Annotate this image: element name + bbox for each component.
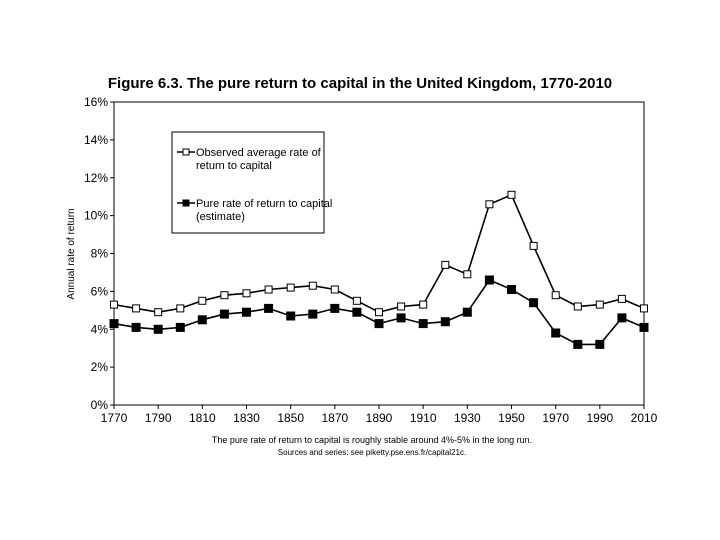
y-tick-label: 16% xyxy=(84,95,108,109)
data-point-pure xyxy=(551,328,561,338)
legend-marker-pure xyxy=(182,199,190,207)
chart-title: Figure 6.3. The pure return to capital i… xyxy=(108,75,612,92)
data-point-pure xyxy=(462,307,472,317)
data-point-observed xyxy=(595,300,604,309)
data-point-pure xyxy=(242,307,251,317)
x-tick-label: 1870 xyxy=(321,411,348,425)
y-tick-label: 2% xyxy=(91,360,109,374)
y-axis-label: Annual rate of return xyxy=(66,208,77,299)
data-point-pure xyxy=(418,319,428,329)
data-point-observed xyxy=(132,304,141,313)
x-tick-label: 1970 xyxy=(542,411,569,425)
data-point-pure xyxy=(264,303,274,313)
data-point-pure xyxy=(595,339,605,349)
data-point-observed xyxy=(397,302,406,311)
data-point-pure xyxy=(131,322,141,332)
data-point-pure xyxy=(617,313,627,323)
data-point-pure xyxy=(396,313,406,323)
data-point-pure xyxy=(286,311,296,321)
x-tick-label: 1990 xyxy=(586,411,613,425)
chart-source: Sources and series: see piketty.pse.ens.… xyxy=(278,448,466,457)
data-point-observed xyxy=(419,300,428,309)
data-point-observed xyxy=(529,241,538,250)
data-point-pure xyxy=(529,298,539,308)
chart-note: The pure rate of return to capital is ro… xyxy=(212,435,532,445)
y-tick-label: 14% xyxy=(84,133,108,147)
data-point-pure xyxy=(573,339,583,349)
data-point-observed xyxy=(110,300,118,309)
y-tick-label: 4% xyxy=(91,322,109,336)
data-point-observed xyxy=(463,270,472,279)
legend: Observed average rate of return to capit… xyxy=(171,131,332,234)
tick-layer: 0% 2% 4% 6% 8% 10% 12% 14% 16% 1770 1790 1810 1830 18… xyxy=(84,95,658,425)
legend-label-pure-line1: Pure rate of return to capital xyxy=(196,198,332,210)
x-tick-label: 1830 xyxy=(233,411,260,425)
data-point-pure xyxy=(374,319,384,329)
data-point-observed xyxy=(507,190,516,199)
data-point-observed xyxy=(352,296,361,305)
x-tick-label: 1770 xyxy=(101,411,128,425)
data-point-observed xyxy=(330,285,339,294)
data-point-observed xyxy=(485,200,494,209)
y-tick-label: 12% xyxy=(84,171,108,185)
series-layer xyxy=(109,190,649,349)
data-point-observed xyxy=(640,304,648,313)
x-tick-label: 1910 xyxy=(410,411,437,425)
data-point-observed xyxy=(264,285,273,294)
y-tick-label: 6% xyxy=(91,284,109,298)
data-point-pure xyxy=(639,322,649,332)
legend-box xyxy=(171,131,325,234)
x-tick-label: 1890 xyxy=(366,411,393,425)
x-tick-label: 1930 xyxy=(454,411,481,425)
data-point-observed xyxy=(375,308,383,317)
legend-label-observed-line2: return to capital xyxy=(196,160,272,172)
data-point-pure xyxy=(175,322,185,332)
data-point-pure xyxy=(219,309,229,319)
data-point-pure xyxy=(352,307,362,317)
data-point-pure xyxy=(308,309,318,319)
data-point-observed xyxy=(551,291,560,300)
y-tick-label: 10% xyxy=(84,209,108,223)
data-point-pure xyxy=(109,319,119,329)
data-point-pure xyxy=(153,324,163,334)
y-tick-label: 0% xyxy=(91,398,109,412)
data-point-pure xyxy=(330,303,340,313)
x-tick-label: 1810 xyxy=(189,411,216,425)
data-point-observed xyxy=(176,304,185,313)
data-point-observed xyxy=(573,302,582,311)
x-tick-label: 2010 xyxy=(631,411,658,425)
legend-marker-observed xyxy=(182,148,190,156)
data-point-observed xyxy=(617,294,626,303)
data-point-observed xyxy=(286,283,295,292)
x-tick-label: 1950 xyxy=(498,411,525,425)
data-point-pure xyxy=(484,275,494,285)
data-point-observed xyxy=(441,260,450,269)
data-point-observed xyxy=(242,289,251,298)
y-tick-label: 8% xyxy=(91,247,109,261)
x-tick-label: 1790 xyxy=(145,411,172,425)
x-tick-label: 1850 xyxy=(277,411,304,425)
data-point-observed xyxy=(220,291,229,300)
data-point-pure xyxy=(440,317,450,327)
data-point-observed xyxy=(308,281,317,290)
legend-label-observed-line1: Observed average rate of xyxy=(196,147,322,159)
data-point-pure xyxy=(507,285,516,294)
data-point-pure xyxy=(197,315,207,325)
data-point-observed xyxy=(154,308,163,317)
data-point-observed xyxy=(198,296,207,305)
legend-label-pure-line2: (estimate) xyxy=(196,211,245,223)
